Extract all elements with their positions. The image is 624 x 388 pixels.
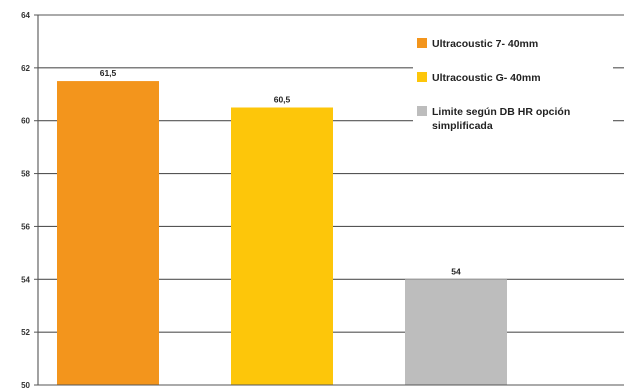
data-labels: 61,5 60,5 54: [100, 68, 461, 276]
legend: Ultracoustic 7- 40mm Ultracoustic G- 40mm…: [413, 32, 613, 146]
bars: [57, 81, 507, 386]
bar: [57, 81, 159, 386]
bar: [405, 279, 507, 385]
y-tick-label: 50: [21, 381, 30, 388]
y-tick-label: 56: [21, 222, 30, 231]
legend-label-line2: simplificada: [432, 120, 493, 132]
y-tick-label: 54: [21, 275, 30, 284]
y-tick-label: 52: [21, 328, 30, 337]
data-label: 54: [451, 266, 461, 276]
axes: 50 52 54 56 58 60 62 64: [21, 11, 624, 388]
legend-background: [413, 32, 613, 146]
legend-swatch: [417, 72, 427, 82]
legend-label: Limite según DB HR opción: [432, 106, 570, 118]
legend-swatch: [417, 38, 427, 48]
data-label: 60,5: [274, 95, 291, 105]
bar: [231, 107, 333, 385]
y-tick-label: 60: [21, 117, 30, 126]
legend-label: Ultracoustic 7- 40mm: [432, 38, 538, 50]
y-tick-label: 64: [21, 11, 30, 20]
legend-label: Ultracoustic G- 40mm: [432, 72, 541, 84]
data-label: 61,5: [100, 68, 117, 78]
y-tick-label: 62: [21, 64, 30, 73]
y-tick-label: 58: [21, 170, 30, 179]
legend-swatch: [417, 106, 427, 116]
